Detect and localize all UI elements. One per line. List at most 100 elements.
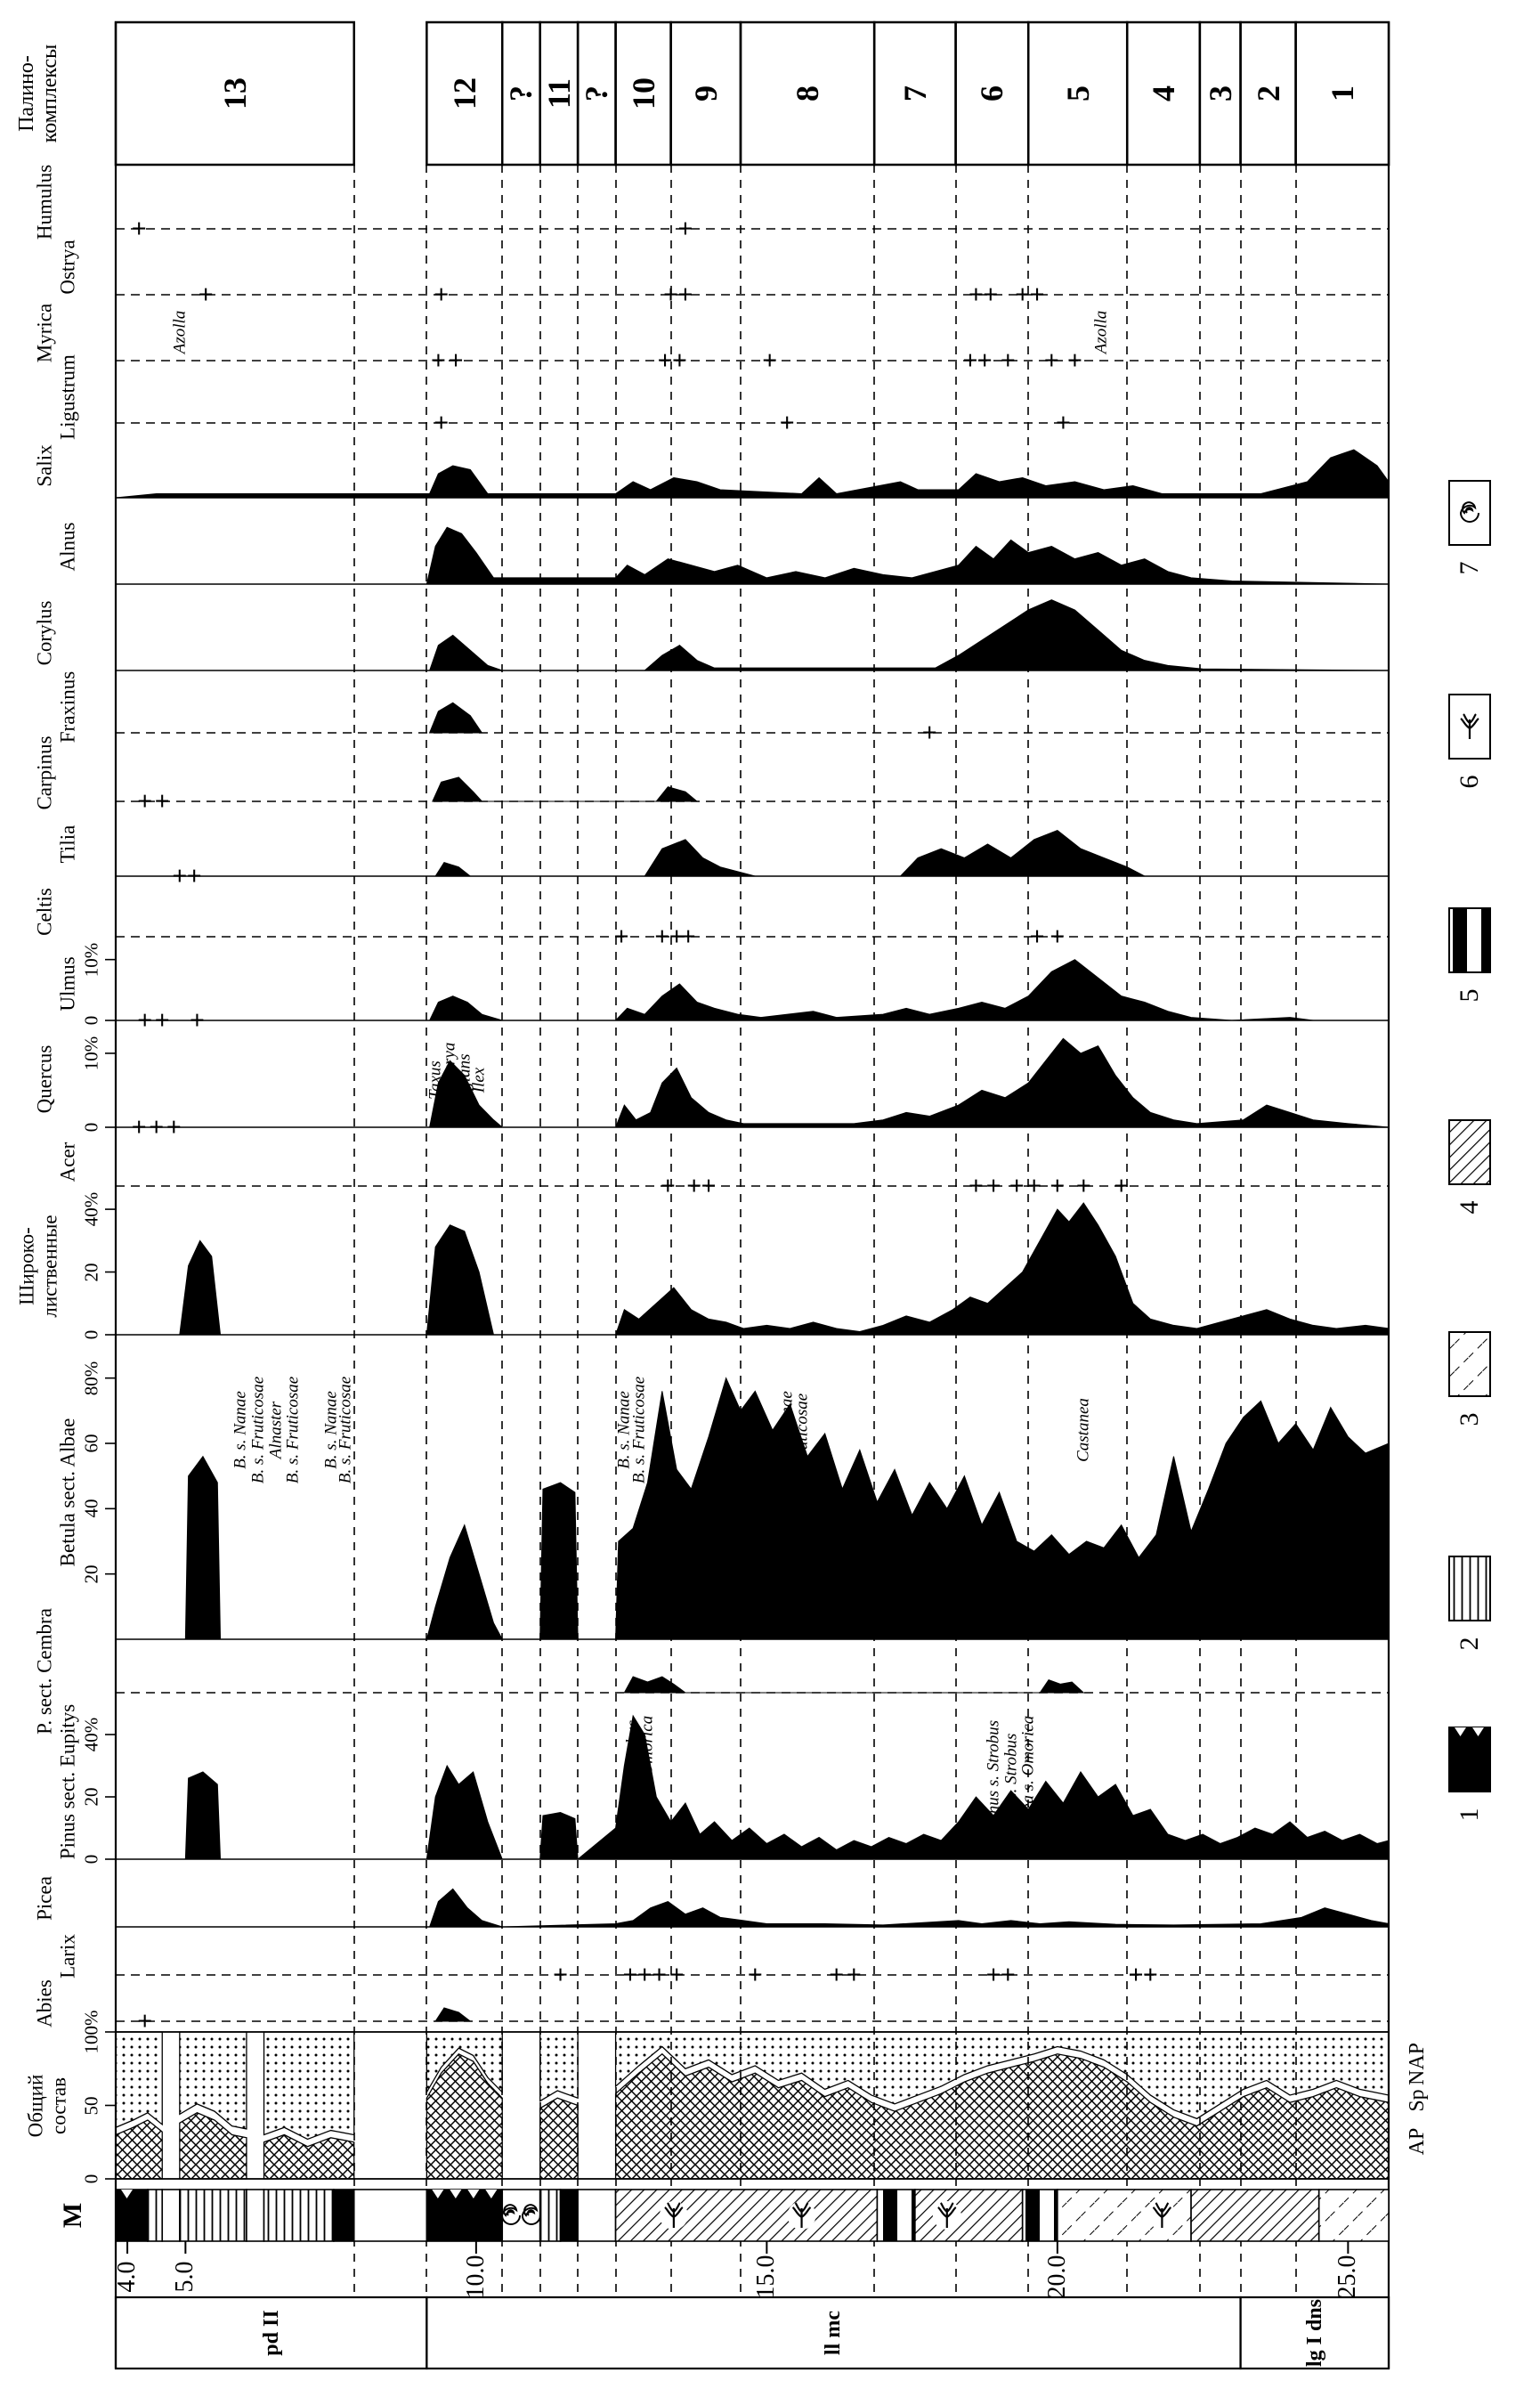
scale-label-pinus: 0 xyxy=(80,1854,102,1865)
legend-number-6: 6 xyxy=(1455,775,1484,789)
plus-mark-celtis: + xyxy=(1050,922,1065,952)
curve-abies xyxy=(434,2007,472,2022)
legend-number-5: 5 xyxy=(1455,988,1484,1003)
litho-plant-icon xyxy=(664,2202,684,2228)
curve-ulmus xyxy=(428,959,1390,1021)
curve-broadleaf xyxy=(179,1202,1390,1336)
layer-label-AP: AP xyxy=(1406,2127,1429,2156)
scale-label-ulmus: 10% xyxy=(80,942,102,977)
zone-number-8: 8 xyxy=(790,85,826,102)
plus-mark-myrica: + xyxy=(962,346,977,376)
taxon-label-ostrya: Ostrya xyxy=(56,240,79,295)
plus-mark-celtis: + xyxy=(681,922,696,952)
composition-NAP xyxy=(115,2031,163,2129)
litho-segment-vlines xyxy=(263,2189,335,2242)
litho-segment-white xyxy=(246,2189,265,2242)
plus-mark-larix: + xyxy=(553,1961,568,1990)
litho-segment-black xyxy=(333,2189,355,2242)
strat-label-pd-II: pd II xyxy=(259,2310,283,2356)
legend-symbol-bars xyxy=(1448,907,1491,973)
plus-mark-larix: + xyxy=(622,1961,637,1990)
taxon-label-fraxinus: Fraxinus xyxy=(56,670,79,744)
plus-mark-ostrya: + xyxy=(199,280,214,310)
curve-quercus xyxy=(429,1037,1390,1128)
curve-tilia xyxy=(434,830,1146,877)
litho-segment-bars xyxy=(876,2189,916,2242)
plus-mark-larix: + xyxy=(1001,1961,1016,1990)
plus-mark-humulus: + xyxy=(677,215,693,244)
plus-mark-ostrya: + xyxy=(663,280,678,310)
depth-tick-label-4.0: 4.0 xyxy=(113,2261,142,2293)
composition-NAP xyxy=(426,2031,503,2095)
litho-segment-hatch xyxy=(1190,2189,1320,2242)
annotation-betula: B. s. Fruticosae xyxy=(336,1376,355,1484)
annotation-betula: B. s. Fruticosae xyxy=(283,1376,303,1484)
zone-number-9: 9 xyxy=(687,85,724,102)
taxon-label-corylus: Corylus xyxy=(33,600,56,665)
legend-notch xyxy=(1472,1727,1484,1736)
curve-alnus xyxy=(116,526,1390,585)
plus-mark-abies: + xyxy=(137,2007,152,2036)
zone-number-11: 11 xyxy=(540,77,577,110)
plus-mark-larix: + xyxy=(652,1961,667,1990)
zone-column-label: Палино- xyxy=(15,55,38,132)
zone-number-1: 1 xyxy=(1324,85,1360,102)
legend-number-2: 2 xyxy=(1455,1637,1484,1651)
plus-mark-myrica: + xyxy=(977,346,993,376)
plus-mark-myrica: + xyxy=(431,346,446,376)
zone-number-3: 3 xyxy=(1202,85,1238,102)
plus-mark-ulmus: + xyxy=(155,1006,170,1036)
zone-number-?: ? xyxy=(579,85,615,102)
litho-notch xyxy=(450,2190,462,2198)
scale-label-betula: 80% xyxy=(80,1361,102,1395)
annotation-betula: Castanea xyxy=(1074,1398,1093,1462)
scale-label-betula: 40 xyxy=(80,1499,102,1518)
litho-segment-white xyxy=(577,2189,617,2242)
composition-AP xyxy=(539,2097,579,2180)
litho-segment-white xyxy=(161,2189,181,2242)
plus-mark-larix: + xyxy=(829,1961,844,1990)
zone-column-label: комплексы xyxy=(38,44,61,143)
curve-picea xyxy=(428,1888,1390,1928)
plus-mark-myrica: + xyxy=(1001,346,1016,376)
zone-cell-13 xyxy=(114,20,355,167)
taxon-label-salix: Salix xyxy=(33,444,56,487)
curve-corylus xyxy=(116,599,1390,671)
taxon-label-cembra: P. sect. Cembra xyxy=(33,1608,56,1735)
curve-carpinus xyxy=(432,776,699,802)
legend-symbol-shell xyxy=(1448,480,1491,546)
composition-scale-label: 50 xyxy=(80,2096,102,2115)
litho-segment-blacknotch xyxy=(426,2189,504,2242)
plus-mark-ostrya: + xyxy=(969,280,984,310)
legend-shell-icon xyxy=(1459,501,1479,523)
plus-mark-celtis: + xyxy=(614,922,629,952)
taxon-label-ulmus: Ulmus xyxy=(56,956,79,1012)
composition-AP xyxy=(179,2112,247,2180)
strat-label-lg-I-dns: lg I dns xyxy=(1302,2298,1326,2368)
legend-notch xyxy=(1455,1727,1466,1736)
depth-tick-label-15.0: 15.0 xyxy=(752,2255,781,2299)
litho-segment-vlines xyxy=(147,2189,164,2242)
scale-label-quercus: 0 xyxy=(80,1122,102,1133)
curve-fraxinus xyxy=(428,702,483,734)
scale-label-pinus: 20 xyxy=(80,1787,102,1807)
plus-mark-acer: + xyxy=(701,1172,717,1201)
litho-plant-icon xyxy=(937,2202,957,2228)
zone-number-4: 4 xyxy=(1146,85,1182,102)
plus-mark-larix: + xyxy=(1128,1961,1143,1990)
litho-segment-vlines xyxy=(539,2189,562,2242)
depth-tick-label-10.0: 10.0 xyxy=(461,2255,490,2299)
litho-plant-icon xyxy=(791,2202,812,2228)
plus-mark-ostrya: + xyxy=(1029,280,1044,310)
plus-mark-celtis: + xyxy=(1029,922,1044,952)
composition-scale-label: 0 xyxy=(80,2174,102,2184)
zone-number-7: 7 xyxy=(896,85,933,102)
plus-mark-acer: + xyxy=(985,1172,1001,1201)
litho-notch xyxy=(432,2190,444,2198)
plus-mark-larix: + xyxy=(847,1961,862,1990)
annotation-quercus: Ilex xyxy=(469,1067,489,1093)
plus-mark-fraxinus: + xyxy=(922,719,937,748)
scale-label-broadleaf: 20 xyxy=(80,1263,102,1282)
zone-number-13: 13 xyxy=(216,77,253,110)
